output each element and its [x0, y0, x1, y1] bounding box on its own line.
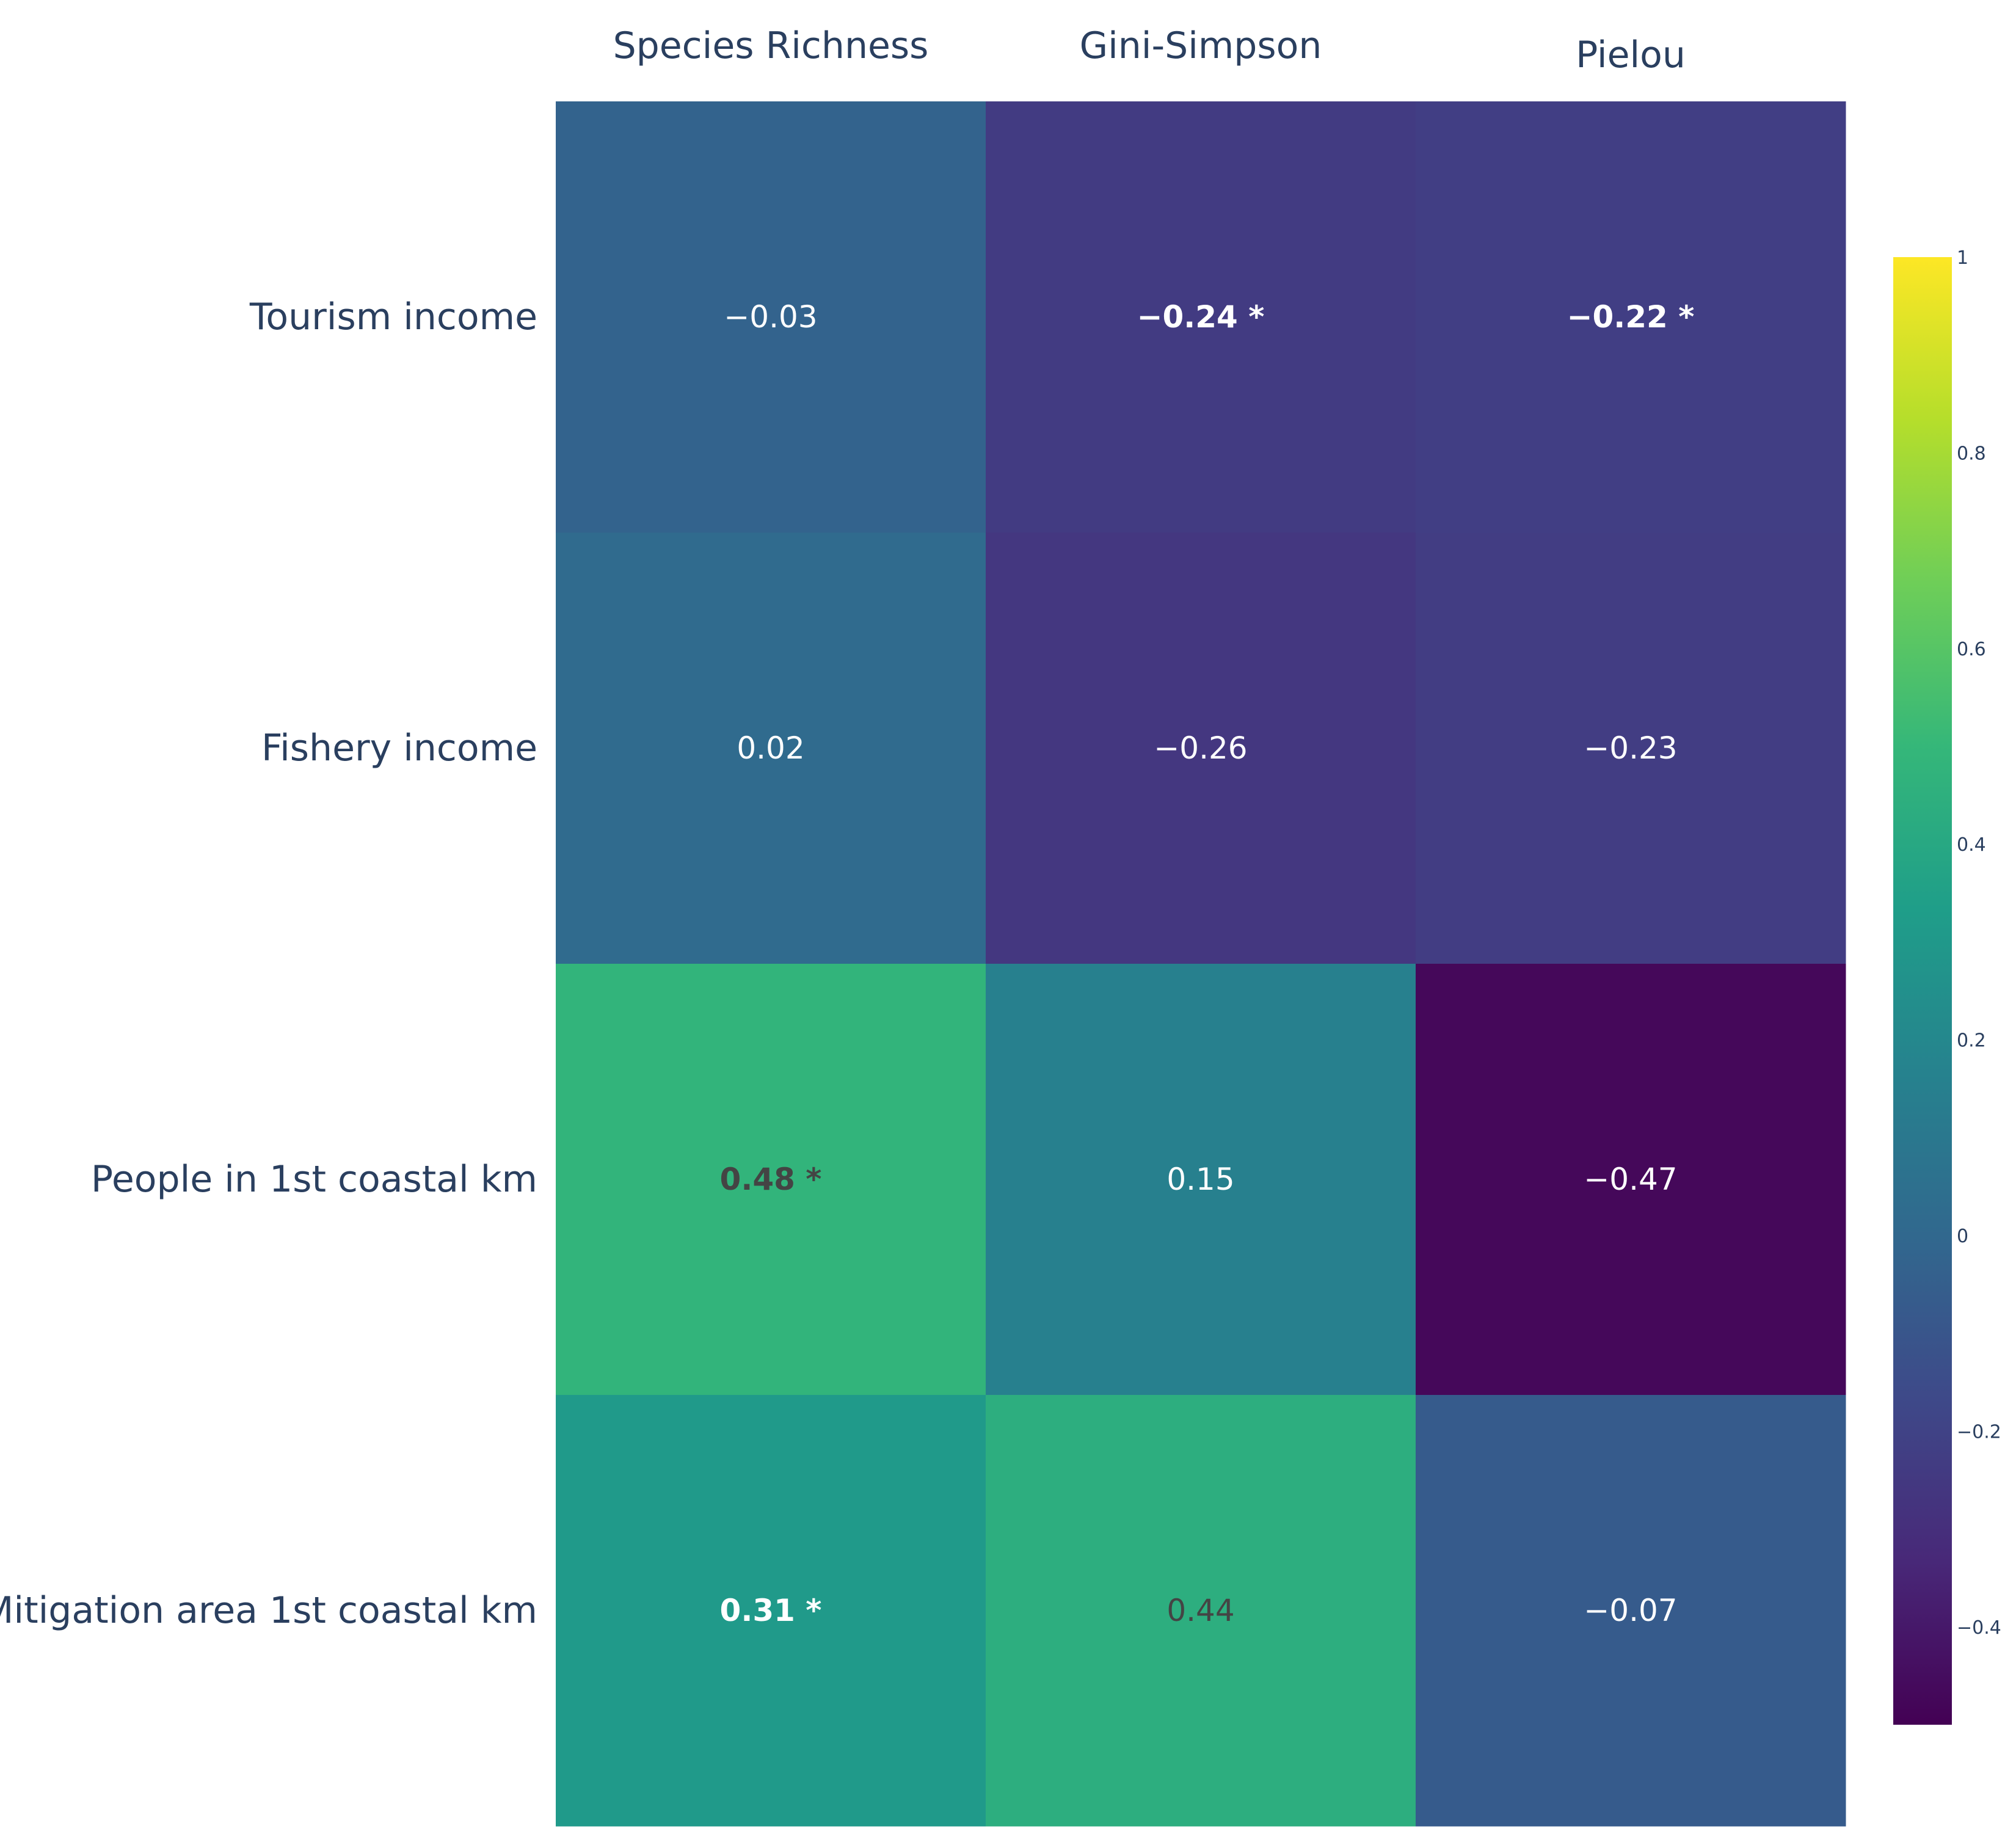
heatmap-cell	[556, 533, 986, 964]
heatmap-cell	[986, 101, 1416, 533]
cell-value-label: −0.22 *	[1567, 299, 1695, 335]
colorbar-tick-label: 0	[1957, 1226, 1968, 1247]
cell-value-label: −0.03	[724, 299, 817, 335]
cell-value-label: −0.23	[1584, 730, 1677, 766]
colorbar-tick-label: 0.4	[1957, 834, 1986, 856]
column-label: Species Richness	[613, 24, 929, 67]
cell-value-label: −0.26	[1154, 730, 1247, 766]
row-label: Tourism income	[249, 296, 537, 338]
row-labels: Tourism income Fishery income People in 1s…	[0, 296, 537, 1632]
colorbar-tick-label: 1	[1957, 247, 1968, 269]
heatmap-cell	[1416, 101, 1846, 533]
cell-value-label: 0.44	[1166, 1593, 1234, 1628]
colorbar-tick-label: 0.2	[1957, 1030, 1986, 1052]
column-label: Gini-Simpson	[1080, 24, 1322, 67]
heatmap-cell	[986, 533, 1416, 964]
cell-value-label: 0.15	[1166, 1162, 1234, 1197]
row-label: Fishery income	[261, 727, 537, 770]
cell-value-label: 0.31 *	[720, 1593, 822, 1628]
heatmap-cell	[556, 964, 986, 1396]
heatmap-cell	[1416, 964, 1846, 1396]
row-label: People in 1st coastal km	[91, 1158, 537, 1201]
cell-value-label: −0.47	[1584, 1162, 1677, 1197]
colorbar: 1 0.8 0.6 0.4 0.2 0 −0.2 −0.4	[1893, 247, 2001, 1725]
colorbar-tick-label: 0.6	[1957, 639, 1986, 660]
cell-value-label: 0.48 *	[720, 1162, 822, 1197]
cell-value-label: −0.24 *	[1137, 299, 1265, 335]
colorbar-gradient	[1893, 257, 1952, 1725]
heatmap-cell	[556, 1395, 986, 1827]
cell-value-label: −0.07	[1584, 1593, 1677, 1628]
heatmap-cell	[986, 1395, 1416, 1827]
colorbar-tick-label: −0.4	[1957, 1617, 2001, 1639]
colorbar-tick-label: 0.8	[1957, 443, 1986, 464]
row-label: Mitigation area 1st coastal km	[0, 1589, 537, 1632]
column-labels: Species Richness Gini-Simpson Pielou	[613, 24, 1686, 76]
heatmap-cell	[556, 101, 986, 533]
heatmap-cell	[1416, 1395, 1846, 1827]
column-label: Pielou	[1576, 34, 1686, 76]
cell-value-label: 0.02	[737, 730, 804, 766]
heatmap-cells: −0.03 −0.24 * −0.22 * 0.02 −0.26 −0.23 0.48 * 0…	[556, 101, 1846, 1827]
colorbar-tick-label: −0.2	[1957, 1421, 2001, 1443]
heatmap-cell	[986, 964, 1416, 1396]
heatmap-cell	[1416, 533, 1846, 964]
